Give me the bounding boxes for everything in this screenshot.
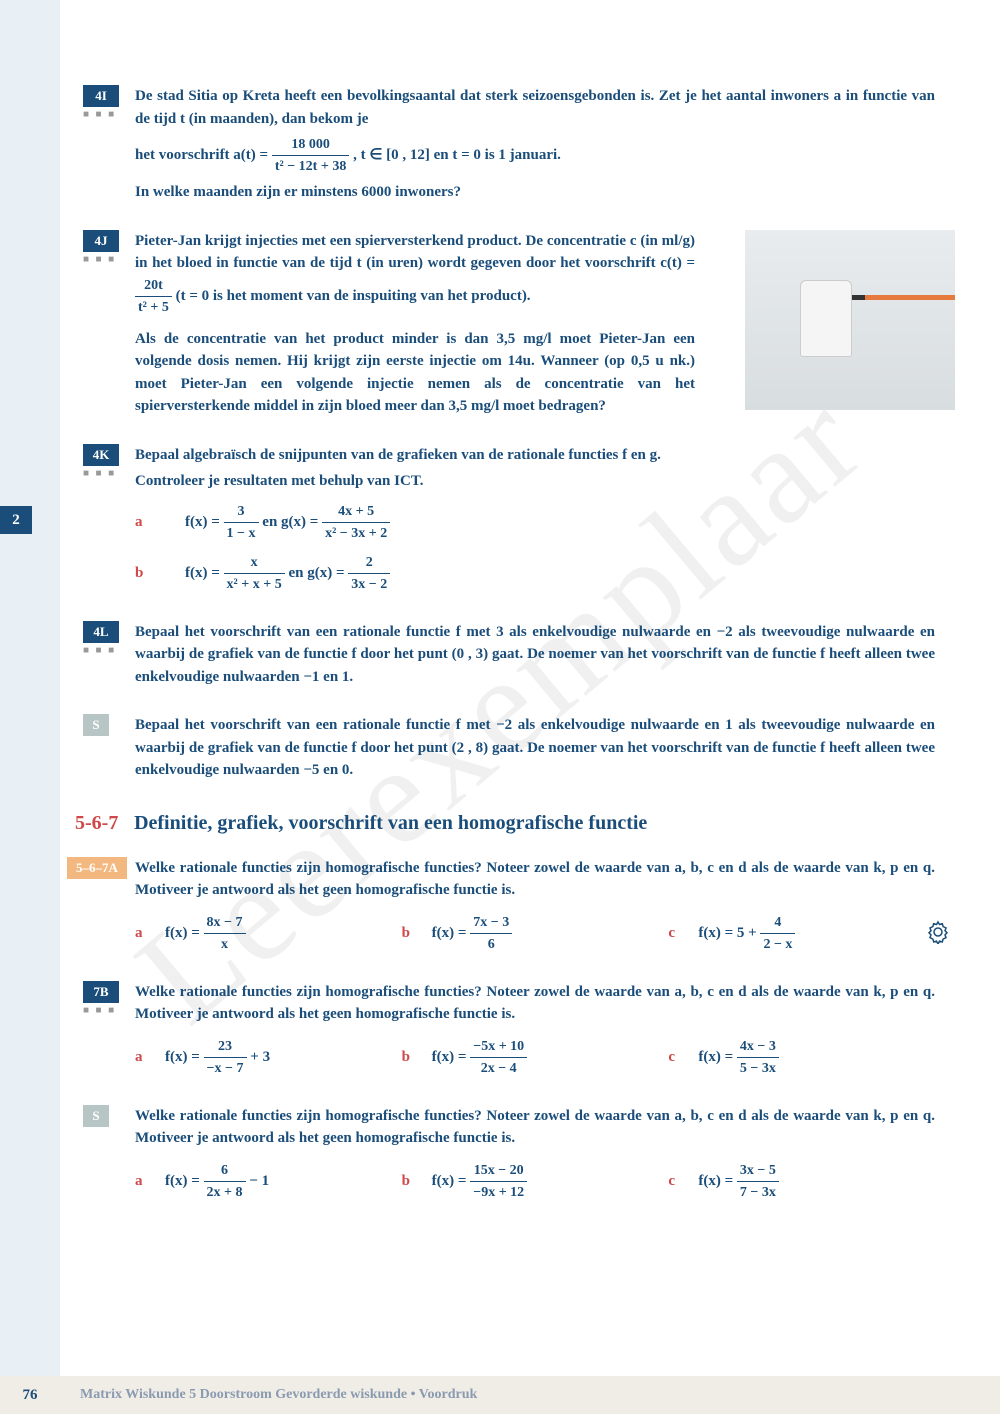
ex7B-text: Welke rationale functies zijn homografis…	[135, 981, 935, 1026]
ex4I-fraction: 18 000 t² − 12t + 38	[272, 134, 349, 177]
ex4K-item-b: b f(x) = xx² + x + 5 en g(x) = 23x − 2	[135, 552, 935, 595]
badge-S: S	[83, 1105, 109, 1127]
label-b: b	[135, 562, 149, 585]
exS2-text: Welke rationale functies zijn homografis…	[135, 1105, 935, 1150]
exS2-item-c: c f(x) = 3x − 57 − 3x	[668, 1160, 935, 1203]
ex567A-item-b: b f(x) = 7x − 36	[402, 912, 669, 955]
section-heading: 5-6-7 Definitie, grafiek, voorschrift va…	[75, 812, 935, 835]
badge-4K: 4K	[83, 444, 119, 466]
badge-4L: 4L	[83, 621, 119, 643]
badge-567A: 5–6–7A	[67, 857, 127, 879]
exercise-4K: 4K ■ ■ ■ Bepaal algebraïsch de snijpunte…	[75, 444, 935, 595]
exS2-item-b: b f(x) = 15x − 20−9x + 12	[402, 1160, 669, 1203]
exS2-item-a: a f(x) = 62x + 8 − 1	[135, 1160, 402, 1203]
page-footer: 76 Matrix Wiskunde 5 Doorstroom Gevorder…	[0, 1376, 1000, 1414]
ex4I-line1: De stad Sitia op Kreta heeft een bevolki…	[135, 88, 935, 127]
ex4J-text2: Als de concentratie van het product mind…	[135, 328, 695, 418]
section-number: 5-6-7	[75, 812, 118, 834]
left-strip	[0, 0, 60, 1414]
exercise-S1: S Bepaal het voorschrift van een rationa…	[75, 714, 935, 782]
difficulty-dots: ■ ■ ■	[83, 645, 116, 656]
ex4K-text1: Bepaal algebraïsch de snijpunten van de …	[135, 444, 935, 467]
ex4I-question: In welke maanden zijn er minstens 6000 i…	[135, 181, 935, 204]
exS1-text: Bepaal het voorschrift van een rationale…	[135, 714, 935, 782]
footer-text: Matrix Wiskunde 5 Doorstroom Gevorderde …	[80, 1387, 477, 1403]
ex4K-text2: Controleer je resultaten met behulp van …	[135, 470, 935, 493]
ex4K-item-a: a f(x) = 31 − x en g(x) = 4x + 5x² − 3x …	[135, 501, 935, 544]
ex4J-text1: Pieter-Jan krijgt injecties met een spie…	[135, 233, 695, 272]
ex7B-item-c: c f(x) = 4x − 35 − 3x	[668, 1036, 935, 1079]
label-a: a	[135, 511, 149, 534]
exercise-4I: 4I ■ ■ ■ De stad Sitia op Kreta heeft ee…	[75, 85, 935, 204]
badge-7B: 7B	[83, 981, 119, 1003]
ex7B-item-b: b f(x) = −5x + 102x − 4	[402, 1036, 669, 1079]
page-content: 4I ■ ■ ■ De stad Sitia op Kreta heeft ee…	[75, 85, 935, 1229]
exercise-4L: 4L ■ ■ ■ Bepaal het voorschrift van een …	[75, 621, 935, 689]
ex4J-fraction: 20t t² + 5	[135, 275, 172, 318]
ex4I-formula-post: , t ∈ [0 , 12] en t = 0 is 1 januari.	[353, 147, 561, 163]
chapter-tab: 2	[0, 506, 32, 534]
gear-icon	[926, 920, 950, 944]
difficulty-dots: ■ ■ ■	[83, 254, 116, 265]
ex567A-text: Welke rationale functies zijn homografis…	[135, 857, 935, 902]
ex567A-item-a: a f(x) = 8x − 7x	[135, 912, 402, 955]
exercise-4J: 4J ■ ■ ■ Pieter-Jan krijgt injecties met…	[75, 230, 935, 418]
exercise-7B: 7B ■ ■ ■ Welke rationale functies zijn h…	[75, 981, 935, 1079]
page-number: 76	[0, 1387, 60, 1404]
syringe-image	[745, 230, 955, 410]
badge-4J: 4J	[83, 230, 119, 252]
ex4J-text1b: (t = 0 is het moment van de inspuiting v…	[176, 287, 531, 303]
exercise-S2: S Welke rationale functies zijn homograf…	[75, 1105, 935, 1203]
ex567A-item-c: c f(x) = 5 + 42 − x	[668, 912, 935, 955]
badge-S: S	[83, 714, 109, 736]
exercise-567A: 5–6–7A Welke rationale functies zijn hom…	[75, 857, 935, 955]
badge-4I: 4I	[83, 85, 119, 107]
ex4L-text: Bepaal het voorschrift van een rationale…	[135, 621, 935, 689]
ex7B-item-a: a f(x) = 23−x − 7 + 3	[135, 1036, 402, 1079]
section-title: Definitie, grafiek, voorschrift van een …	[134, 812, 647, 834]
difficulty-dots: ■ ■ ■	[83, 468, 116, 479]
difficulty-dots: ■ ■ ■	[83, 1005, 116, 1016]
difficulty-dots: ■ ■ ■	[83, 109, 116, 120]
ex4I-formula-pre: het voorschrift a(t) =	[135, 147, 272, 163]
